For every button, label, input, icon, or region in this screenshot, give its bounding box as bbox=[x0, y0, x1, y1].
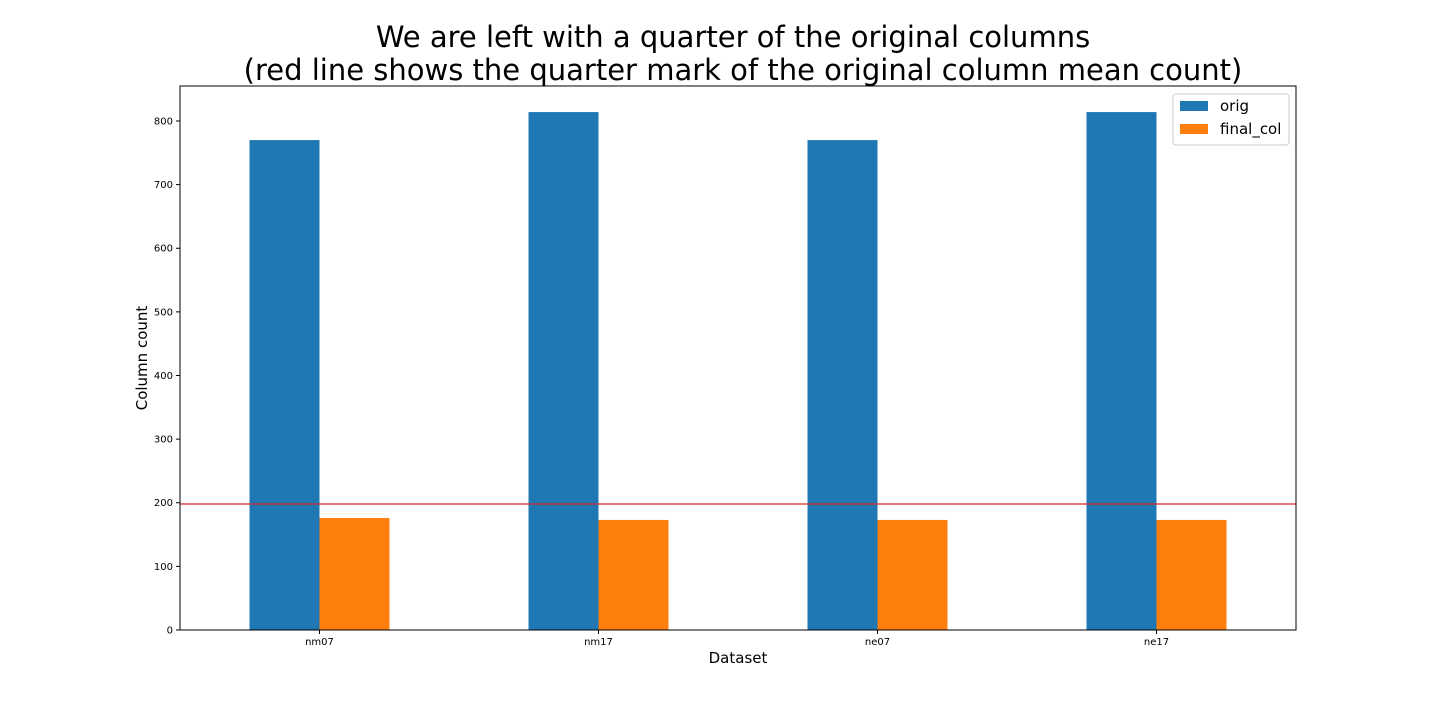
legend-label-final-col: final_col bbox=[1220, 120, 1281, 139]
bar-orig-ne07 bbox=[807, 140, 878, 630]
legend: orig final_col bbox=[1172, 93, 1290, 146]
x-axis-ticks: nm07 nm17 ne07 ne17 bbox=[305, 630, 1169, 648]
y-tick-label-500: 500 bbox=[154, 307, 173, 318]
bar-orig-nm07 bbox=[249, 140, 320, 630]
legend-label-orig: orig bbox=[1220, 97, 1249, 115]
chart-title-line-1: We are left with a quarter of the origin… bbox=[376, 20, 1090, 54]
y-axis-ticks: 0 100 200 300 400 500 600 700 800 bbox=[154, 116, 180, 637]
bars-group bbox=[249, 112, 1227, 630]
y-tick-label-100: 100 bbox=[154, 562, 173, 573]
bar-final-col-ne17 bbox=[1156, 519, 1227, 630]
x-tick-label-nm17: nm17 bbox=[584, 637, 613, 648]
y-tick-label-400: 400 bbox=[154, 371, 173, 382]
y-tick-label-800: 800 bbox=[154, 116, 173, 127]
y-tick-label-600: 600 bbox=[154, 244, 173, 255]
legend-swatch-orig bbox=[1180, 101, 1208, 111]
y-tick-label-200: 200 bbox=[154, 498, 173, 509]
bar-final-col-nm07 bbox=[319, 518, 390, 630]
plot-frame bbox=[179, 85, 1297, 631]
bar-orig-ne17 bbox=[1086, 112, 1157, 630]
y-tick-label-0: 0 bbox=[167, 626, 173, 637]
bar-orig-nm17 bbox=[528, 112, 599, 630]
y-tick-label-300: 300 bbox=[154, 435, 173, 446]
y-tick-label-700: 700 bbox=[154, 180, 173, 191]
x-axis-label: Dataset bbox=[709, 649, 768, 667]
bar-final-col-nm17 bbox=[598, 519, 669, 630]
x-tick-label-nm07: nm07 bbox=[305, 637, 334, 648]
x-tick-label-ne17: ne17 bbox=[1144, 637, 1169, 648]
chart-title-line-2: (red line shows the quarter mark of the … bbox=[244, 53, 1243, 87]
x-tick-label-ne07: ne07 bbox=[865, 637, 890, 648]
y-axis-label: Column count bbox=[133, 306, 151, 411]
legend-swatch-final-col bbox=[1180, 124, 1208, 134]
bar-final-col-ne07 bbox=[877, 519, 948, 630]
